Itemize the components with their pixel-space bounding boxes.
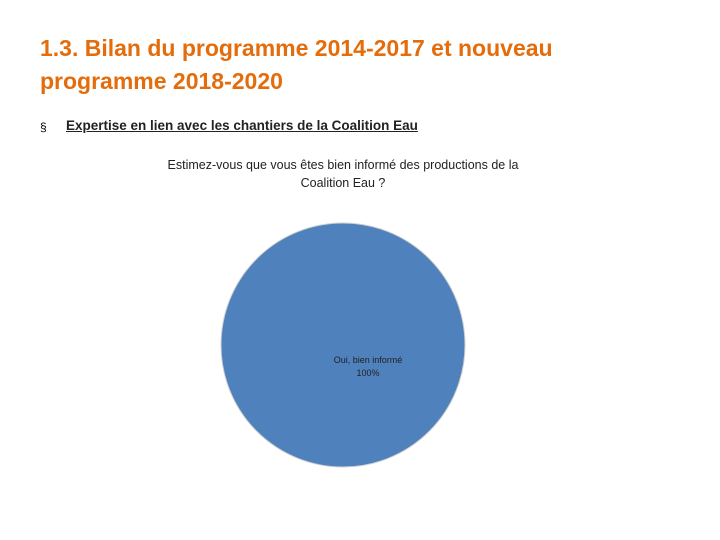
- data-label-category: Oui, bien informé: [334, 355, 403, 365]
- pie-slice: [220, 222, 466, 468]
- bullet-text: Expertise en lien avec les chantiers de …: [66, 118, 418, 133]
- bullet-icon: §: [40, 120, 47, 134]
- chart-title: Estimez-vous que vous êtes bien informé …: [167, 158, 519, 190]
- slide-title: 1.3. Bilan du programme 2014-2017 et nou…: [40, 35, 553, 94]
- data-label-value: 100%: [356, 368, 379, 378]
